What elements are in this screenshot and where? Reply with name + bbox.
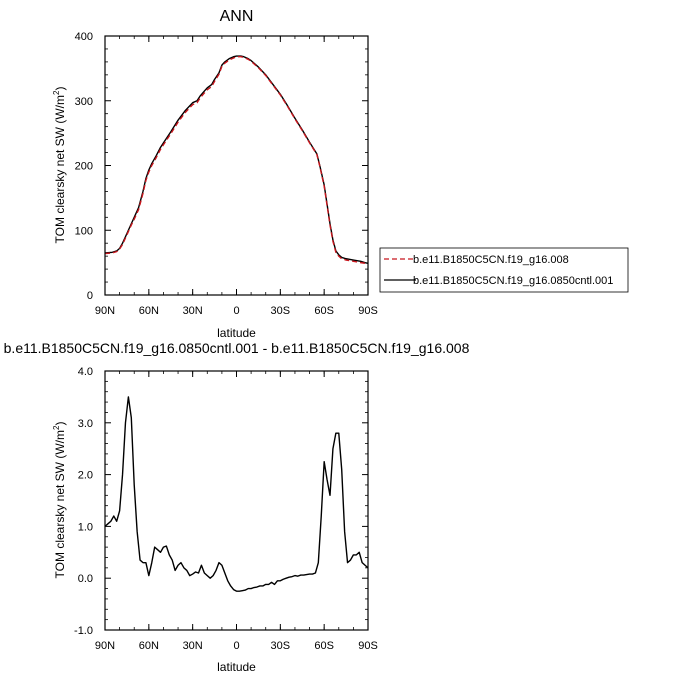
top-xtick-label-5: 60S: [314, 305, 334, 317]
top-axis-tick-labels: 90N 60N 30N 0 30S 60S 90S 0 100 200 300 400: [75, 31, 378, 317]
bot-xtick-label-2: 30N: [183, 640, 203, 652]
legend: b.e11.B1850C5CN.f19_g16.008 b.e11.B1850C…: [379, 247, 629, 293]
bot-xtick-label-6: 90S: [358, 640, 378, 652]
bot-xtick-label-3: 0: [233, 640, 239, 652]
legend-entry-cntl: b.e11.B1850C5CN.f19_g16.0850cntl.001: [413, 275, 613, 287]
top-series-line-0: [104, 55, 369, 264]
top-xtick-label-1: 60N: [139, 305, 159, 317]
bottom-series-group: [104, 396, 369, 592]
top-ytick-label-4: 400: [75, 31, 93, 43]
top-xtick-label-4: 30S: [271, 305, 291, 317]
bot-ytick-label-4: 3.0: [78, 418, 93, 430]
top-ytick-label-1: 100: [75, 225, 93, 237]
bottom-y-label-sup: 2: [52, 425, 61, 430]
bot-ytick-label-1: 0.0: [78, 573, 93, 585]
top-chart-title: ANN: [220, 8, 254, 25]
top-panel: ANN 90N 60N 30N 0 30S 60S 90S 0 100 200 300 400 lat…: [52, 8, 629, 340]
top-axis-ticks: [104, 35, 369, 296]
bot-ytick-label-2: 1.0: [78, 521, 93, 533]
top-x-axis-label: latitude: [217, 326, 256, 340]
top-y-label-main: TOM clearsky net SW (W/m: [53, 95, 67, 243]
top-y-axis-label: TOM clearsky net SW (W/m2): [52, 87, 67, 244]
legend-box: [379, 247, 629, 293]
top-series-line-1: [104, 56, 369, 265]
top-ytick-label-2: 200: [75, 161, 93, 173]
bot-xtick-label-0: 90N: [95, 640, 115, 652]
top-xtick-label-0: 90N: [95, 305, 115, 317]
bottom-chart-title: b.e11.B1850C5CN.f19_g16.0850cntl.001 - b…: [4, 340, 470, 356]
top-ytick-label-3: 300: [75, 96, 93, 108]
bot-series-line-0: [104, 396, 369, 592]
bottom-y-label-close: ): [53, 422, 67, 426]
bottom-panel: b.e11.B1850C5CN.f19_g16.0850cntl.001 - b…: [4, 340, 470, 674]
top-xtick-label-2: 30N: [183, 305, 203, 317]
top-series-group: [104, 55, 369, 265]
legend-entry-exp: b.e11.B1850C5CN.f19_g16.008: [413, 254, 569, 266]
top-plot-frame: [104, 35, 369, 296]
bot-ytick-label-3: 2.0: [78, 470, 93, 482]
bot-xtick-label-5: 60S: [314, 640, 334, 652]
bot-ytick-label-0: -1.0: [74, 625, 93, 637]
top-xtick-label-6: 90S: [358, 305, 378, 317]
bot-xtick-label-1: 60N: [139, 640, 159, 652]
top-xtick-label-3: 0: [233, 305, 239, 317]
bot-xtick-label-4: 30S: [271, 640, 291, 652]
bottom-x-axis-label: latitude: [217, 660, 256, 674]
top-y-label-sup: 2: [52, 90, 61, 95]
top-ytick-label-0: 0: [87, 290, 93, 302]
bottom-y-label-main: TOM clearsky net SW (W/m: [53, 430, 67, 578]
bot-ytick-label-5: 4.0: [78, 366, 93, 378]
bottom-plot-frame: [104, 370, 369, 631]
bottom-y-axis-label: TOM clearsky net SW (W/m2): [52, 422, 67, 579]
top-y-label-close: ): [53, 87, 67, 91]
bottom-axis-tick-labels: 90N 60N 30N 0 30S 60S 90S -1.0 0.0 1.0 2.0 3.0 4.0: [74, 366, 378, 652]
